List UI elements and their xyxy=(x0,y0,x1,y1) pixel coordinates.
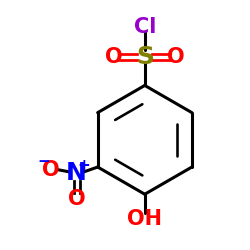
Text: O: O xyxy=(42,160,60,180)
Text: O: O xyxy=(68,189,86,209)
Text: Cl: Cl xyxy=(134,17,156,37)
Text: −: − xyxy=(38,154,50,169)
Text: S: S xyxy=(136,45,154,69)
Text: N: N xyxy=(66,161,87,185)
Text: +: + xyxy=(78,158,90,173)
Text: O: O xyxy=(105,47,123,67)
Text: OH: OH xyxy=(127,209,162,229)
Text: O: O xyxy=(167,47,184,67)
